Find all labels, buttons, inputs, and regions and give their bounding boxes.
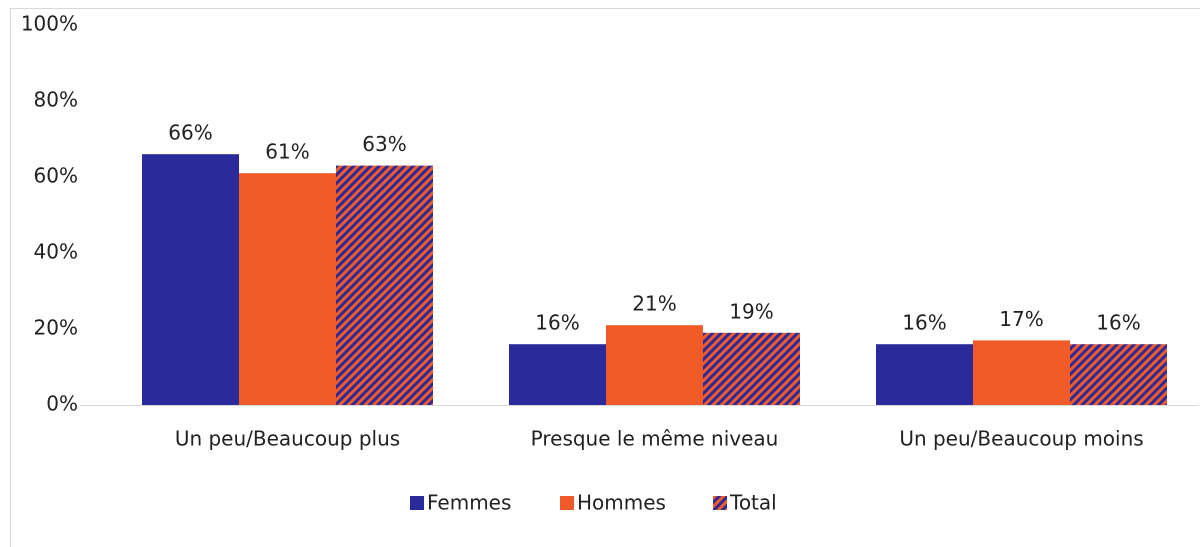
y-tick-label: 60% [34, 164, 78, 188]
data-label: 16% [535, 311, 579, 335]
chart-frame [10, 8, 1200, 547]
x-tick-label: Un peu/Beaucoup plus [175, 427, 400, 451]
bar [876, 344, 973, 405]
x-tick-label: Presque le même niveau [531, 427, 779, 451]
y-tick-label: 100% [21, 12, 78, 36]
bar [239, 173, 336, 405]
data-label: 17% [999, 307, 1043, 331]
bar [606, 325, 703, 405]
y-tick-label: 40% [34, 240, 78, 264]
y-tick-label: 20% [34, 316, 78, 340]
data-label: 61% [265, 140, 309, 164]
legend-label: Total [729, 491, 777, 515]
legend-label: Femmes [427, 491, 511, 515]
data-label: 16% [1096, 311, 1140, 335]
bar [703, 332, 800, 405]
x-tick-label: Un peu/Beaucoup moins [899, 427, 1143, 451]
legend-swatch [410, 496, 424, 510]
data-label: 63% [362, 132, 406, 156]
legend-swatch [560, 496, 574, 510]
data-label: 66% [168, 121, 212, 145]
y-tick-label: 0% [46, 392, 78, 416]
bar [509, 344, 606, 405]
bar [142, 154, 239, 405]
bar [336, 165, 433, 405]
legend-label: Hommes [577, 491, 666, 515]
y-tick-label: 80% [34, 88, 78, 112]
data-label: 21% [632, 292, 676, 316]
data-label: 19% [729, 299, 773, 323]
data-label: 16% [902, 311, 946, 335]
bar [973, 340, 1070, 405]
legend-swatch [713, 496, 727, 510]
bar [1070, 344, 1167, 405]
